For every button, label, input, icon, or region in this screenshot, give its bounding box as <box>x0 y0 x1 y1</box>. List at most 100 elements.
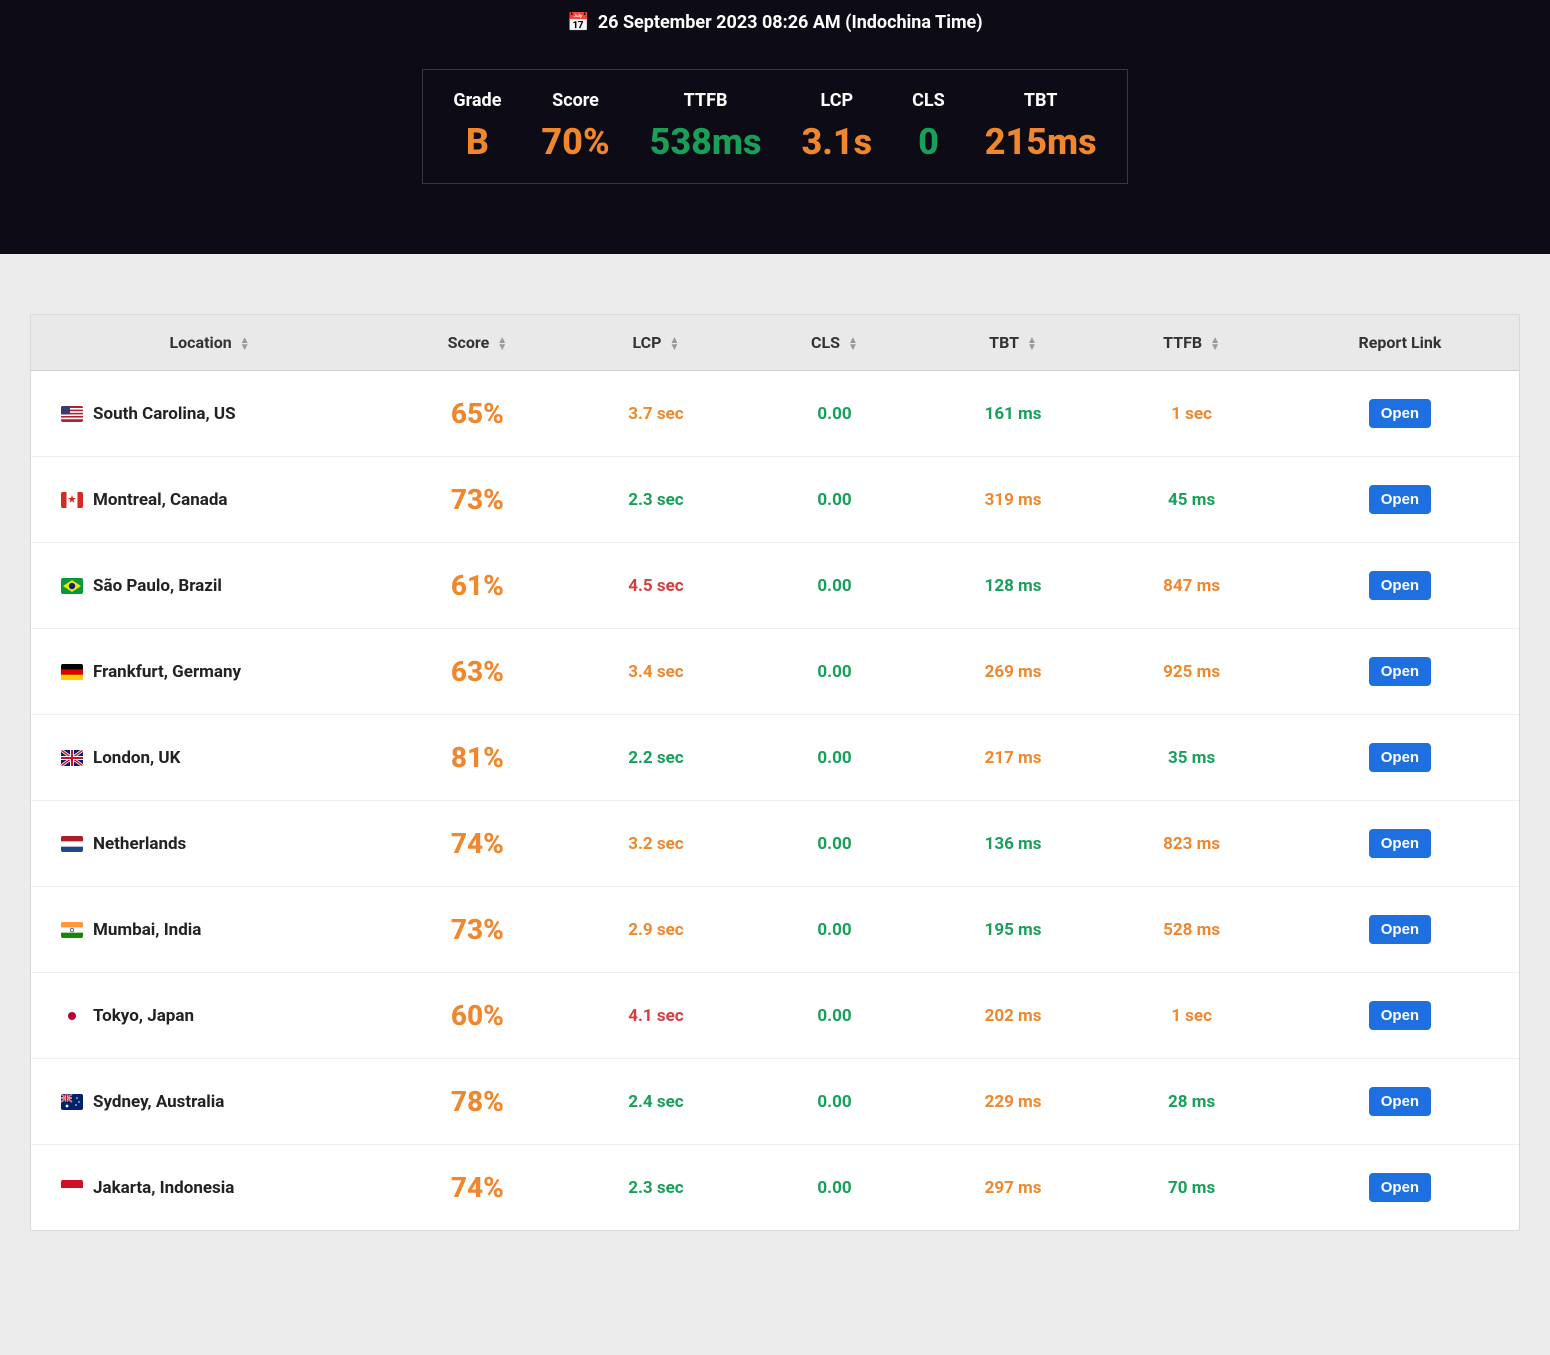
column-header-ttfb[interactable]: TTFB▲▼ <box>1102 315 1281 371</box>
column-header-cls[interactable]: CLS ▲▼ <box>745 315 924 371</box>
summary-label: Grade <box>453 90 501 111</box>
flag-icon <box>61 750 83 766</box>
cell-ttfb: 528 ms <box>1102 887 1281 973</box>
location-text: Montreal, Canada <box>93 490 228 510</box>
open-report-button[interactable]: Open <box>1369 1087 1431 1116</box>
flag-icon <box>61 1008 83 1024</box>
cell-location: Tokyo, Japan <box>31 973 388 1059</box>
summary-value: 3.1s <box>801 121 872 163</box>
cell-lcp: 3.7 sec <box>567 371 746 457</box>
location-text: Jakarta, Indonesia <box>93 1178 234 1198</box>
sort-icon: ▲▼ <box>1027 337 1037 351</box>
cell-ttfb: 1 sec <box>1102 973 1281 1059</box>
calendar-icon: 📅 <box>567 14 589 32</box>
table-row: South Carolina, US65%3.7 sec0.00161 ms1 … <box>31 371 1519 457</box>
cell-lcp: 2.3 sec <box>567 457 746 543</box>
column-header-tbt[interactable]: TBT ▲▼ <box>924 315 1103 371</box>
column-header-lcp[interactable]: LCP ▲▼ <box>567 315 746 371</box>
cell-tbt: 202 ms <box>924 973 1103 1059</box>
column-label: TBT <box>989 333 1019 352</box>
column-header-location[interactable]: Location ▲▼ <box>31 315 388 371</box>
cell-location: São Paulo, Brazil <box>31 543 388 629</box>
cell-report-link: Open <box>1281 1059 1519 1145</box>
cell-lcp: 2.3 sec <box>567 1145 746 1231</box>
sort-icon: ▲▼ <box>240 337 250 351</box>
cell-score: 73% <box>388 457 567 543</box>
open-report-button[interactable]: Open <box>1369 915 1431 944</box>
location-text: Mumbai, India <box>93 920 201 940</box>
summary-label: CLS <box>912 90 945 111</box>
cell-score: 78% <box>388 1059 567 1145</box>
flag-icon <box>61 836 83 852</box>
cell-lcp: 2.9 sec <box>567 887 746 973</box>
cell-location: Frankfurt, Germany <box>31 629 388 715</box>
summary-value: 0 <box>912 121 945 163</box>
location-text: São Paulo, Brazil <box>93 576 222 596</box>
summary-box: GradeBScore70%TTFB538msLCP3.1sCLS0TBT215… <box>422 69 1127 184</box>
table-row: London, UK81%2.2 sec0.00217 ms35 msOpen <box>31 715 1519 801</box>
cell-score: 74% <box>388 1145 567 1231</box>
open-report-button[interactable]: Open <box>1369 399 1431 428</box>
summary-value: 538ms <box>650 121 762 163</box>
cell-score: 60% <box>388 973 567 1059</box>
cell-cls: 0.00 <box>745 371 924 457</box>
table-row: Frankfurt, Germany63%3.4 sec0.00269 ms92… <box>31 629 1519 715</box>
column-label: Location <box>169 333 231 352</box>
cell-report-link: Open <box>1281 543 1519 629</box>
flag-icon <box>61 578 83 594</box>
summary-item-cls: CLS 0 <box>912 90 945 163</box>
cell-report-link: Open <box>1281 629 1519 715</box>
column-header-score[interactable]: Score▲▼ <box>388 315 567 371</box>
open-report-button[interactable]: Open <box>1369 1173 1431 1202</box>
table-row: São Paulo, Brazil61%4.5 sec0.00128 ms847… <box>31 543 1519 629</box>
summary-item-grade: GradeB <box>453 90 501 163</box>
cell-report-link: Open <box>1281 1145 1519 1231</box>
cell-lcp: 3.2 sec <box>567 801 746 887</box>
open-report-button[interactable]: Open <box>1369 1001 1431 1030</box>
sort-icon: ▲▼ <box>669 337 679 351</box>
cell-location: Montreal, Canada <box>31 457 388 543</box>
cell-cls: 0.00 <box>745 715 924 801</box>
cell-ttfb: 925 ms <box>1102 629 1281 715</box>
open-report-button[interactable]: Open <box>1369 829 1431 858</box>
summary-label: TTFB <box>650 90 762 111</box>
cell-report-link: Open <box>1281 715 1519 801</box>
cell-tbt: 195 ms <box>924 887 1103 973</box>
table-row: Jakarta, Indonesia74%2.3 sec0.00297 ms70… <box>31 1145 1519 1231</box>
cell-tbt: 161 ms <box>924 371 1103 457</box>
cell-location: Jakarta, Indonesia <box>31 1145 388 1231</box>
table-row: Montreal, Canada73%2.3 sec0.00319 ms45 m… <box>31 457 1519 543</box>
open-report-button[interactable]: Open <box>1369 743 1431 772</box>
sort-icon: ▲▼ <box>848 337 858 351</box>
open-report-button[interactable]: Open <box>1369 485 1431 514</box>
cell-lcp: 2.4 sec <box>567 1059 746 1145</box>
cell-cls: 0.00 <box>745 973 924 1059</box>
location-text: Frankfurt, Germany <box>93 662 241 682</box>
open-report-button[interactable]: Open <box>1369 657 1431 686</box>
column-label: CLS <box>811 333 840 352</box>
cell-lcp: 3.4 sec <box>567 629 746 715</box>
cell-tbt: 229 ms <box>924 1059 1103 1145</box>
cell-score: 73% <box>388 887 567 973</box>
table-row: Netherlands74%3.2 sec0.00136 ms823 msOpe… <box>31 801 1519 887</box>
flag-icon <box>61 922 83 938</box>
column-label: LCP <box>633 333 662 352</box>
cell-cls: 0.00 <box>745 1059 924 1145</box>
sort-icon: ▲▼ <box>1210 337 1220 351</box>
cell-score: 74% <box>388 801 567 887</box>
cell-report-link: Open <box>1281 801 1519 887</box>
cell-score: 61% <box>388 543 567 629</box>
summary-value: 70% <box>541 121 609 163</box>
cell-report-link: Open <box>1281 371 1519 457</box>
cell-tbt: 297 ms <box>924 1145 1103 1231</box>
results-table: Location▲▼Score▲▼LCP▲▼CLS▲▼TBT▲▼TTFB▲▼Re… <box>31 315 1519 1230</box>
table-head: Location▲▼Score▲▼LCP▲▼CLS▲▼TBT▲▼TTFB▲▼Re… <box>31 315 1519 371</box>
cell-ttfb: 70 ms <box>1102 1145 1281 1231</box>
cell-lcp: 4.5 sec <box>567 543 746 629</box>
location-text: Tokyo, Japan <box>93 1006 194 1026</box>
page-container: Location▲▼Score▲▼LCP▲▼CLS▲▼TBT▲▼TTFB▲▼Re… <box>0 254 1550 1261</box>
cell-tbt: 136 ms <box>924 801 1103 887</box>
open-report-button[interactable]: Open <box>1369 571 1431 600</box>
cell-score: 63% <box>388 629 567 715</box>
location-text: Netherlands <box>93 834 186 854</box>
